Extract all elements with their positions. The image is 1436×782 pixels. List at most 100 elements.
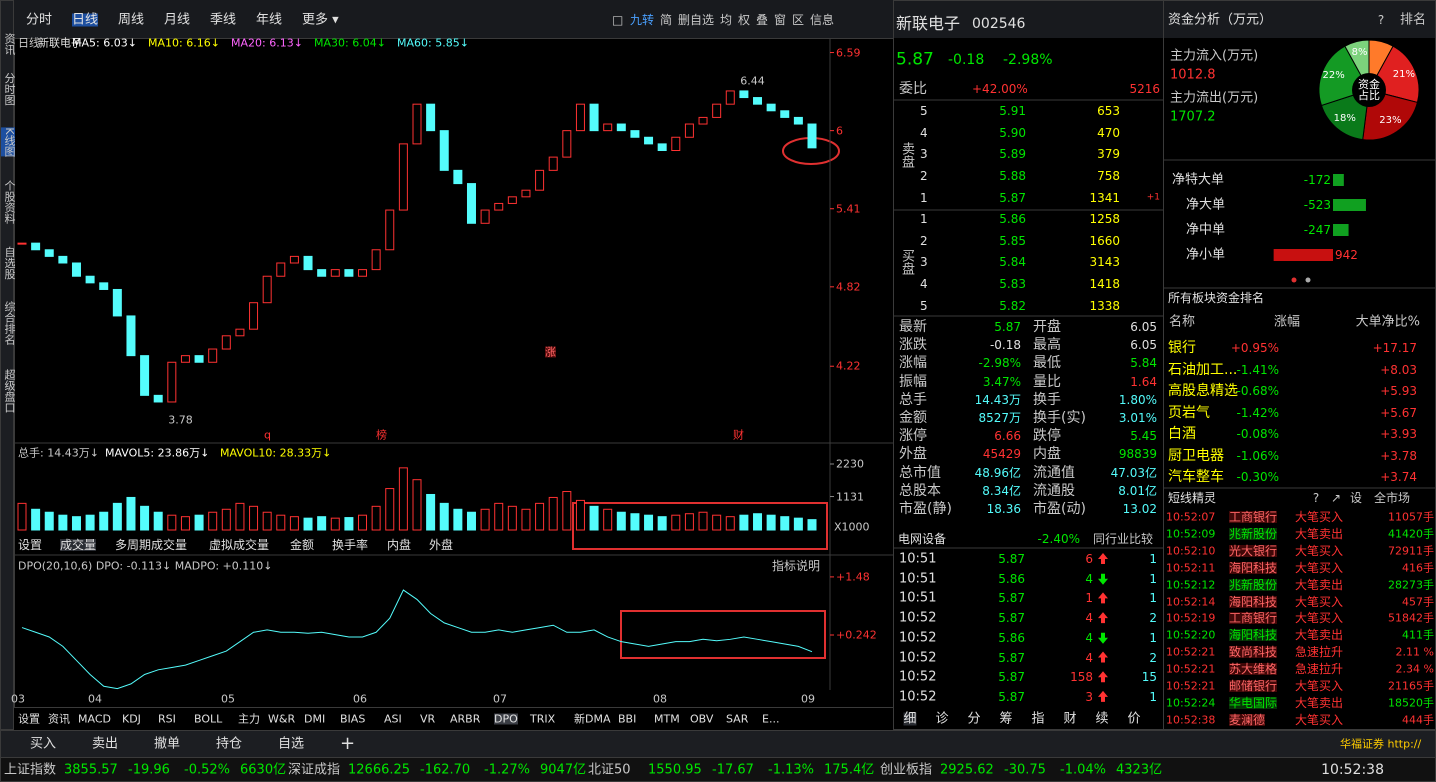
indicator-tab[interactable]: 资讯	[48, 712, 70, 726]
period-tab[interactable]: 周线	[118, 12, 145, 28]
side-tab[interactable]: 综合排名	[3, 301, 16, 345]
volume-bar	[603, 508, 613, 531]
tool-button[interactable]: 均	[720, 13, 733, 27]
indicator-tab[interactable]: SAR	[726, 712, 749, 726]
detail-tab[interactable]: 分	[967, 711, 981, 727]
period-tab[interactable]: 季线	[210, 12, 237, 28]
tool-button[interactable]: 信息	[810, 13, 835, 27]
help-link[interactable]: 指标说明	[771, 559, 820, 573]
tick-volume: 4	[1085, 650, 1093, 665]
compare-link[interactable]: 同行业比较	[1093, 532, 1154, 546]
page-dot	[1291, 277, 1297, 283]
indicator-tab[interactable]: MACD	[78, 712, 111, 726]
indicator-tab[interactable]: RSI	[158, 712, 176, 726]
indicator-tab[interactable]: 设置	[18, 712, 40, 726]
tool-button[interactable]: 区	[792, 13, 805, 27]
vol-tab[interactable]: 设置	[18, 538, 43, 552]
tick-volume: 1	[1085, 591, 1093, 606]
indicator-tab[interactable]: W&R	[268, 712, 296, 726]
sprite-button[interactable]: ?	[1312, 491, 1320, 505]
detail-tab[interactable]: 续	[1095, 711, 1109, 727]
candle	[85, 275, 95, 284]
sprite-stock: 海阳科技	[1229, 628, 1278, 643]
period-tab[interactable]: 年线	[256, 12, 283, 28]
volume-bar	[589, 505, 599, 531]
volume-bar	[71, 516, 81, 531]
vol-tab[interactable]: 虚拟成交量	[209, 538, 270, 552]
tool-button[interactable]: 窗	[774, 13, 787, 27]
action-button[interactable]: 买入	[30, 736, 57, 752]
sprite-button[interactable]: 设	[1349, 491, 1363, 505]
detail-tab[interactable]: 筹	[999, 711, 1013, 727]
index-item: 北证50	[588, 762, 631, 778]
indicator-tab[interactable]: MTM	[654, 712, 680, 726]
period-tab[interactable]: 月线	[164, 12, 191, 28]
side-tab[interactable]: 自选股	[3, 246, 16, 280]
indicator-tab[interactable]: ASI	[384, 712, 402, 726]
volume-bar	[140, 505, 150, 531]
period-tab[interactable]: 日线	[72, 12, 99, 28]
outflow: 1707.2	[1170, 109, 1216, 125]
indicator-tab[interactable]: BBI	[618, 712, 637, 726]
indicator-tab[interactable]: ARBR	[450, 712, 481, 726]
indicator-tab[interactable]: E...	[762, 712, 780, 726]
rank-button[interactable]: 排名	[1399, 12, 1427, 28]
action-button[interactable]: 自选	[278, 736, 305, 752]
index-item: -0.52%	[184, 762, 230, 778]
stat-value: 1.80%	[1118, 392, 1157, 407]
indicator-tab[interactable]: BIAS	[340, 712, 366, 726]
volume-bar	[753, 513, 763, 531]
side-tab[interactable]: 资讯	[3, 33, 16, 55]
indicator-tab[interactable]: 新DMA	[574, 712, 611, 726]
indicator-tab[interactable]: TRIX	[530, 712, 556, 726]
tool-button[interactable]: 叠	[756, 13, 769, 27]
tool-button[interactable]: 简	[660, 13, 673, 27]
detail-tab[interactable]: 诊	[935, 711, 949, 727]
indicator-tab[interactable]: KDJ	[122, 712, 141, 726]
volume-bar	[344, 517, 354, 531]
period-tab[interactable]: 分时	[26, 12, 53, 28]
detail-tab[interactable]: 细	[903, 711, 917, 727]
indicator-tab[interactable]: DPO	[494, 712, 518, 726]
tool-button[interactable]: □	[612, 13, 624, 27]
vol-tab[interactable]: 换手率	[332, 538, 369, 552]
vol-tab[interactable]: 内盘	[387, 538, 412, 552]
detail-tab[interactable]: 价	[1127, 711, 1141, 727]
indicator-tab[interactable]: BOLL	[194, 712, 223, 726]
indicator-tab[interactable]: DMI	[304, 712, 326, 726]
indicator-tab[interactable]: OBV	[690, 712, 714, 726]
sprite-button[interactable]: ↗	[1330, 491, 1342, 505]
action-button[interactable]: 持仓	[216, 736, 243, 752]
column-header: 涨幅	[1273, 314, 1300, 330]
vol-tab[interactable]: 外盘	[429, 538, 454, 552]
detail-tab[interactable]: 指	[1031, 711, 1045, 727]
action-button[interactable]: +	[340, 733, 356, 754]
side-tab[interactable]: 分时图	[3, 72, 16, 106]
side-tab[interactable]: 个股资料	[3, 180, 16, 224]
indicator-tab[interactable]: VR	[420, 712, 436, 726]
tick-price: 5.87	[998, 611, 1025, 626]
indicator-tab[interactable]: 主力	[238, 712, 260, 726]
candle	[684, 123, 694, 138]
action-button[interactable]: 卖出	[92, 736, 119, 752]
detail-tab[interactable]: 财	[1063, 711, 1077, 727]
tool-button[interactable]: 九转	[630, 13, 655, 27]
side-tab[interactable]: 超级盘口	[3, 369, 16, 413]
help-button[interactable]: ?	[1377, 13, 1385, 27]
tool-button[interactable]: 删自选	[678, 13, 715, 27]
event-marker: q	[264, 428, 271, 442]
vol-tab[interactable]: 金额	[290, 538, 315, 552]
action-button[interactable]: 撤单	[154, 736, 181, 752]
stat-label: 量比	[1033, 373, 1061, 390]
sprite-button[interactable]: 全市场	[1373, 491, 1411, 505]
net-label: 净小单	[1186, 247, 1226, 263]
period-tab[interactable]: 更多 ▾	[302, 12, 339, 28]
sprite-stock: 苏大维格	[1229, 662, 1278, 677]
candle	[780, 110, 790, 118]
vol-tab[interactable]: 成交量	[60, 538, 97, 552]
vol-tab[interactable]: 多周期成交量	[115, 538, 188, 552]
side-tab[interactable]: K线图	[1, 127, 16, 157]
tool-button[interactable]: 权	[738, 13, 751, 27]
sprite-stock: 邮储银行	[1229, 679, 1278, 693]
